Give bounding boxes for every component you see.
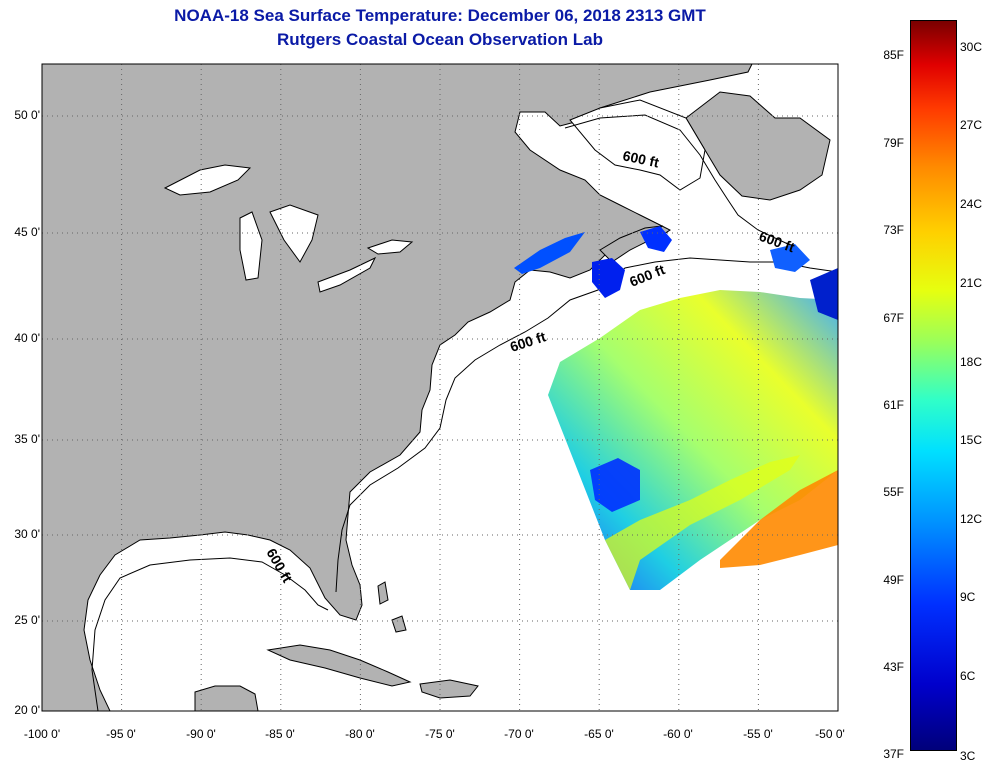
lat-tick-label: 30 0' <box>14 527 40 541</box>
lon-tick-label: -55 0' <box>743 727 773 741</box>
lon-tick-label: -90 0' <box>186 727 216 741</box>
land-cuba <box>266 644 412 687</box>
colorbar-celsius-label: 15C <box>960 433 983 447</box>
lon-tick-label: -95 0' <box>106 727 136 741</box>
colorbar-fahrenheit-label: 43F <box>883 660 904 674</box>
gulf-st-lawrence <box>569 99 706 191</box>
lon-tick-label: -65 0' <box>584 727 614 741</box>
lon-tick-label: -85 0' <box>265 727 295 741</box>
lon-tick-label: -80 0' <box>345 727 375 741</box>
colorbar-fahrenheit-label: 55F <box>883 485 904 499</box>
land-yucatan <box>194 685 259 711</box>
colorbar-celsius-label: 24C <box>960 197 983 211</box>
land-newfoundland <box>685 91 831 201</box>
land-hispaniola <box>419 679 479 699</box>
colorbar-celsius-label: 21C <box>960 276 983 290</box>
colorbar-fahrenheit-label: 79F <box>883 136 904 150</box>
map-title: NOAA-18 Sea Surface Temperature: Decembe… <box>174 6 706 25</box>
map-subtitle: Rutgers Coastal Ocean Observation Lab <box>277 30 603 49</box>
great-lakes <box>163 164 414 293</box>
temperature-colorbar <box>910 20 957 751</box>
lat-tick-label: 25 0' <box>14 613 40 627</box>
colorbar-celsius-label: 12C <box>960 512 983 526</box>
lon-tick-label: -50 0' <box>815 727 845 741</box>
colorbar-celsius-label: 3C <box>960 749 976 763</box>
land-bahamas <box>377 581 407 633</box>
land-north-america <box>42 64 753 711</box>
lon-tick-label: -60 0' <box>663 727 693 741</box>
lat-tick-label: 50 0' <box>14 108 40 122</box>
colorbar-fahrenheit-label: 85F <box>883 48 904 62</box>
colorbar-fahrenheit-label: 61F <box>883 398 904 412</box>
lon-tick-label: -70 0' <box>504 727 534 741</box>
colorbar-celsius-label: 9C <box>960 590 976 604</box>
colorbar-fahrenheit-label: 67F <box>883 311 904 325</box>
lat-tick-label: 35 0' <box>14 432 40 446</box>
lon-tick-label: -100 0' <box>23 727 61 741</box>
lon-tick-label: -75 0' <box>425 727 455 741</box>
lat-tick-label: 45 0' <box>14 225 40 239</box>
contour-label-st-lawrence: 600 ft <box>621 147 660 170</box>
colorbar-celsius-label: 6C <box>960 669 976 683</box>
lat-tick-label: 20 0' <box>14 703 40 717</box>
colorbar-fahrenheit-label: 49F <box>883 573 904 587</box>
colorbar-fahrenheit-label: 37F <box>883 747 904 761</box>
colorbar-celsius-label: 30C <box>960 40 983 54</box>
colorbar-fahrenheit-label: 73F <box>883 223 904 237</box>
colorbar-celsius-label: 27C <box>960 118 983 132</box>
colorbar-celsius-label: 18C <box>960 355 983 369</box>
lat-tick-label: 40 0' <box>14 331 40 345</box>
map-frame <box>41 63 839 712</box>
